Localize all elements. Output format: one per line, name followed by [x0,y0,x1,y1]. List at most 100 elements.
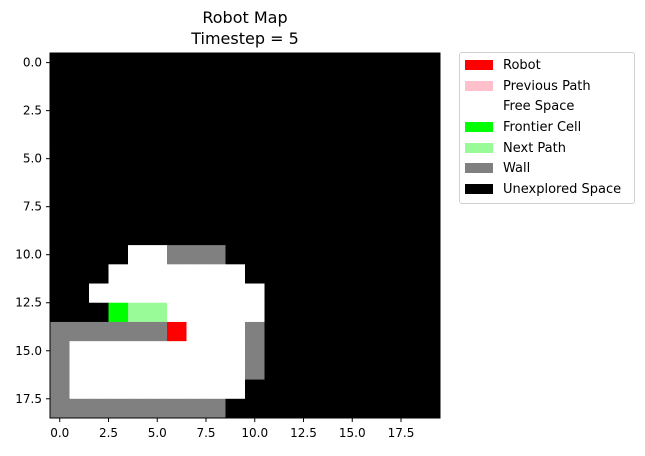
map-cell [147,283,168,304]
map-cell [342,283,363,304]
map-cell [381,187,402,208]
map-cell [381,53,402,73]
map-cell [284,341,304,361]
map-cell [50,72,70,92]
map-cell [342,168,363,188]
map-cell [225,53,246,73]
legend-label: Next Path [503,140,566,156]
y-tick-label: 17.5 [15,392,42,406]
map-cell [167,264,187,284]
map-cell [284,110,304,131]
map-cell [420,379,441,400]
map-cell [420,283,441,304]
map-cell [206,149,226,169]
map-cell [303,245,324,265]
map-cell [342,129,363,150]
map-cell [381,283,402,304]
map-cell [381,168,402,188]
map-cell [381,225,402,246]
map-cell [264,225,285,246]
map-cell [264,321,285,342]
map-cell [69,187,90,208]
map-cell [167,225,187,246]
map-cell [206,206,226,227]
y-tick-label: 0.0 [23,56,42,70]
map-cell [50,341,70,361]
map-cell [381,110,402,131]
legend-label: Unexplored Space [503,181,622,197]
map-cell [401,379,421,400]
map-cell [284,206,304,227]
map-cell [69,53,90,73]
map-cell [147,302,168,323]
map-cell [206,302,226,323]
legend-item-frontier-cell: Frontier Cell [465,118,581,136]
map-cell [50,129,70,150]
map-cell [206,379,226,400]
map-cell [264,379,285,400]
map-cell [381,321,402,342]
map-cell [420,302,441,323]
map-cell [225,360,246,380]
map-cell [186,225,207,246]
legend-item-robot: Robot [465,56,541,74]
map-cell [245,187,265,208]
map-cell [381,302,402,323]
map-cell [225,187,246,208]
legend-item-next-path: Next Path [465,139,566,157]
map-cell [69,129,90,150]
map-cell [245,129,265,150]
map-cell [206,283,226,304]
map-cell [147,129,168,150]
map-cell [362,225,382,246]
map-cell [128,53,148,73]
map-cell [323,110,343,131]
map-cell [147,72,168,92]
map-cell [108,168,129,188]
map-cell [362,379,382,400]
map-cell [362,149,382,169]
map-cell [186,129,207,150]
map-cell [50,225,70,246]
legend-item-previous-path: Previous Path [465,77,591,95]
map-cell [108,206,129,227]
map-cell [264,206,285,227]
map-cell [89,91,109,112]
map-cell [186,53,207,73]
map-cell [245,225,265,246]
map-cell [167,149,187,169]
map-cell [50,398,70,419]
map-cell [69,206,90,227]
map-cell [245,91,265,112]
map-cell [362,187,382,208]
map-cell [342,53,363,73]
map-cell [108,110,129,131]
map-cell [323,187,343,208]
map-cell [167,110,187,131]
map-cell [89,302,109,323]
map-cell [206,110,226,131]
map-cell [420,187,441,208]
map-cell [401,72,421,92]
map-cell [69,72,90,92]
map-cell [303,129,324,150]
map-cell [362,264,382,284]
map-cell [245,72,265,92]
map-cell [167,302,187,323]
map-cell [264,302,285,323]
x-tick-label: 12.5 [290,426,317,440]
map-cell [381,206,402,227]
map-cell [50,379,70,400]
map-cell [362,168,382,188]
map-cell [186,149,207,169]
map-cell [245,149,265,169]
chart-title: Robot Map [202,8,287,27]
map-cell [264,245,285,265]
map-cell [108,91,129,112]
map-cell [381,245,402,265]
map-cell [69,341,90,361]
map-cell [89,187,109,208]
map-cell [206,129,226,150]
map-cell [225,321,246,342]
map-cell [128,264,148,284]
